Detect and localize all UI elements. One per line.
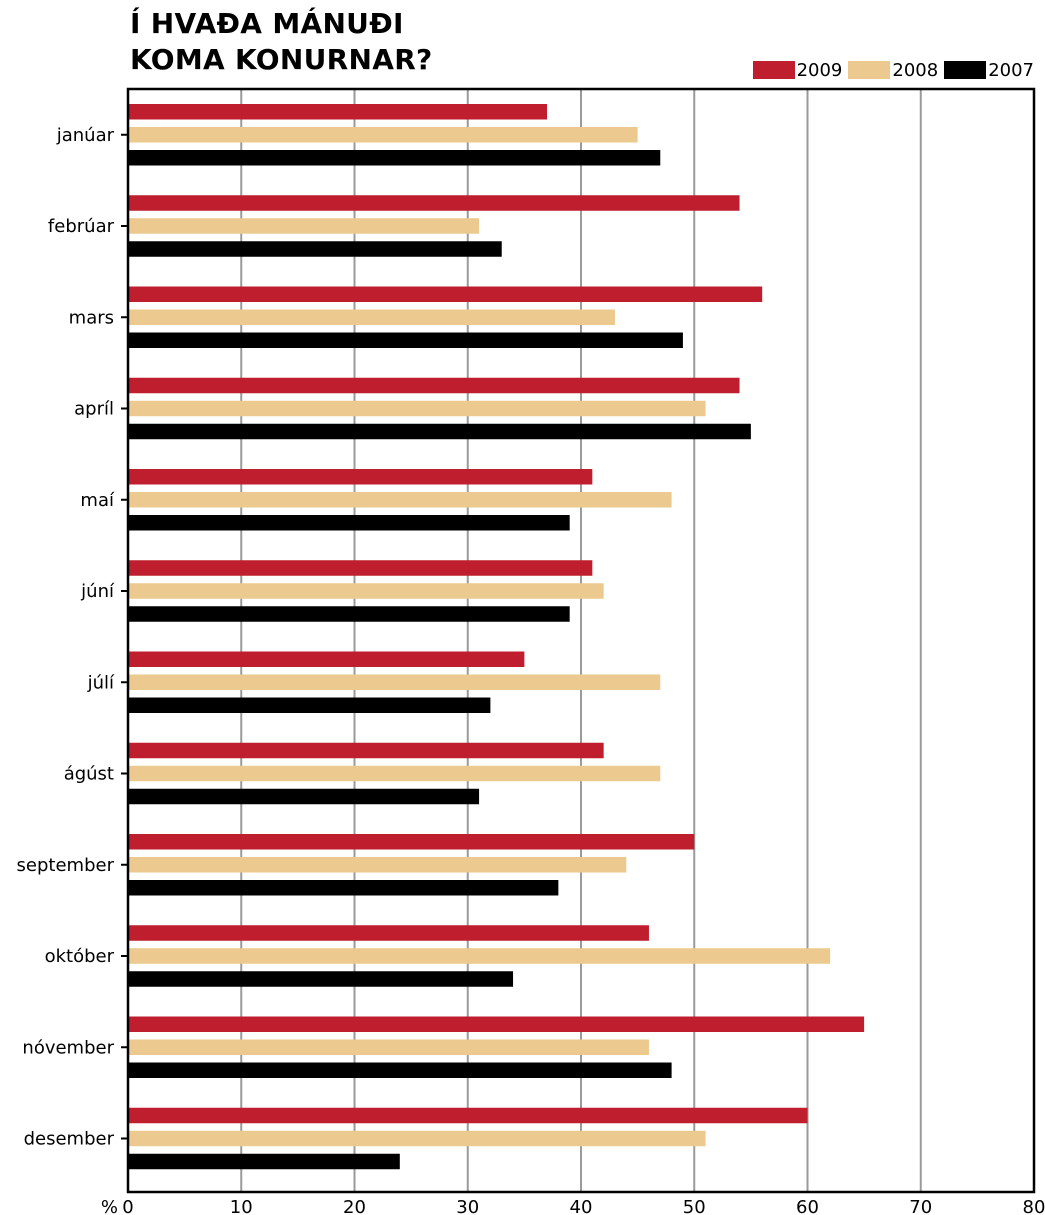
category-label-ágúst: ágúst [64, 764, 114, 785]
bar-2007-apríl [128, 423, 751, 440]
bar-2008-júní [128, 583, 604, 599]
bar-2007-júlí [128, 697, 491, 713]
x-tick-label-30: 30 [456, 1197, 479, 1215]
category-label-júní: júní [80, 581, 115, 602]
legend-label-2007: 2007 [988, 59, 1034, 81]
bar-2008-ágúst [128, 765, 661, 782]
chart-legend: 2009 2008 2007 [752, 59, 1034, 81]
bar-2009-febrúar [128, 195, 740, 211]
x-tick-label-70: 70 [909, 1197, 932, 1215]
bar-2007-október [128, 971, 514, 987]
category-label-maí: maí [80, 490, 115, 511]
bar-2007-maí [128, 515, 570, 531]
bar-2009-mars [128, 286, 763, 302]
plot-frame [126, 87, 1036, 1194]
category-label-júlí: júlí [87, 672, 115, 693]
legend-label-2008: 2008 [892, 59, 939, 81]
bar-2009-september [128, 834, 695, 850]
legend-swatch-2008 [848, 61, 891, 79]
legend-item-2009: 2009 [752, 59, 843, 81]
bar-2008-janúar [128, 127, 638, 143]
legend-label-2009: 2009 [796, 59, 843, 81]
bar-2007-desember [128, 1153, 400, 1170]
bar-2009-maí [128, 469, 593, 485]
category-label-janúar: janúar [56, 125, 115, 146]
category-label-febrúar: febrúar [48, 216, 115, 237]
bar-2008-febrúar [128, 218, 480, 234]
bar-2008-desember [128, 1130, 706, 1147]
category-label-september: september [17, 855, 115, 876]
bar-2008-nóvember [128, 1039, 649, 1055]
x-unit-label: % [101, 1197, 118, 1215]
bar-2007-nóvember [128, 1062, 672, 1078]
bar-2008-október [128, 948, 831, 964]
chart-title-line-2: KOMA KONURNAR? [130, 43, 433, 76]
category-label-nóvember: nóvember [22, 1037, 114, 1058]
x-tick-label-60: 60 [796, 1197, 819, 1215]
bar-2009-apríl [128, 377, 740, 394]
bar-2007-janúar [128, 150, 661, 166]
bar-2008-júlí [128, 674, 661, 690]
x-tick-label-80: 80 [1023, 1197, 1045, 1215]
bar-2009-desember [128, 1107, 808, 1124]
bar-2009-ágúst [128, 742, 604, 759]
bar-2009-júní [128, 560, 593, 576]
bar-2009-janúar [128, 104, 548, 120]
bar-2009-nóvember [128, 1016, 865, 1032]
category-label-október: október [45, 946, 115, 967]
legend-swatch-2009 [752, 61, 795, 79]
bar-2007-mars [128, 332, 683, 348]
x-tick-label-40: 40 [570, 1197, 593, 1215]
category-label-apríl: apríl [74, 399, 114, 420]
x-tick-label-10: 10 [230, 1197, 253, 1215]
bar-2007-febrúar [128, 241, 502, 257]
legend-swatch-2007 [944, 61, 987, 79]
legend-item-2008: 2008 [848, 60, 938, 81]
bar-2007-ágúst [128, 788, 480, 805]
bar-2007-september [128, 880, 559, 896]
x-tick-label-0: 0 [122, 1197, 133, 1215]
bar-2008-apríl [128, 400, 706, 417]
legend-item-2007: 2007 [944, 60, 1034, 81]
bar-2007-júní [128, 606, 570, 622]
chart-title: Í HVAÐA MÁNUÐI KOMA KONURNAR? [130, 6, 433, 78]
category-label-desember: desember [24, 1129, 115, 1150]
bar-2009-júlí [128, 651, 525, 667]
bar-2009-október [128, 925, 649, 941]
x-tick-label-50: 50 [683, 1197, 706, 1215]
x-tick-label-20: 20 [343, 1197, 366, 1215]
bar-2008-september [128, 857, 627, 873]
bar-2008-maí [128, 492, 672, 508]
bar-2008-mars [128, 309, 615, 325]
chart-title-line-1: Í HVAÐA MÁNUÐI [130, 7, 404, 40]
category-label-mars: mars [69, 307, 114, 328]
